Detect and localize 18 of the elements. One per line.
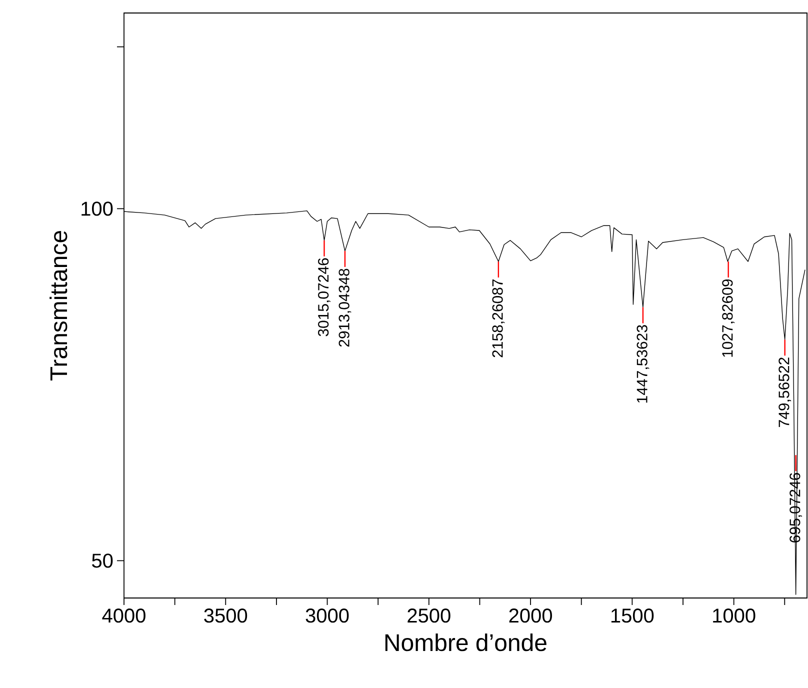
annotation: 3015,07246 <box>318 258 330 336</box>
annotation: 749,56522 <box>778 358 792 427</box>
x-tick-label: 1500 <box>611 608 654 623</box>
y-tick-label: 50 <box>92 554 113 568</box>
x-tick-label: 4000 <box>102 608 146 623</box>
y-axis-title: Transmittance <box>50 230 68 381</box>
annotation: 1447,53623 <box>636 325 650 403</box>
x-tick-label: 2000 <box>509 608 552 623</box>
annotation: 1027,82609 <box>722 279 735 357</box>
annotation: 2158,26087 <box>492 279 505 358</box>
annotation: 2913,04348 <box>338 268 352 347</box>
x-tick-label: 3500 <box>204 608 248 623</box>
x-tick-label: 2500 <box>408 608 450 623</box>
x-tick-label: 3000 <box>306 608 349 623</box>
y-tick-label: 100 <box>82 202 113 216</box>
annotation: 695,07246 <box>790 472 802 542</box>
x-tick-label: 1000 <box>713 608 756 623</box>
x-axis-title: Nombre d’onde <box>385 634 546 652</box>
